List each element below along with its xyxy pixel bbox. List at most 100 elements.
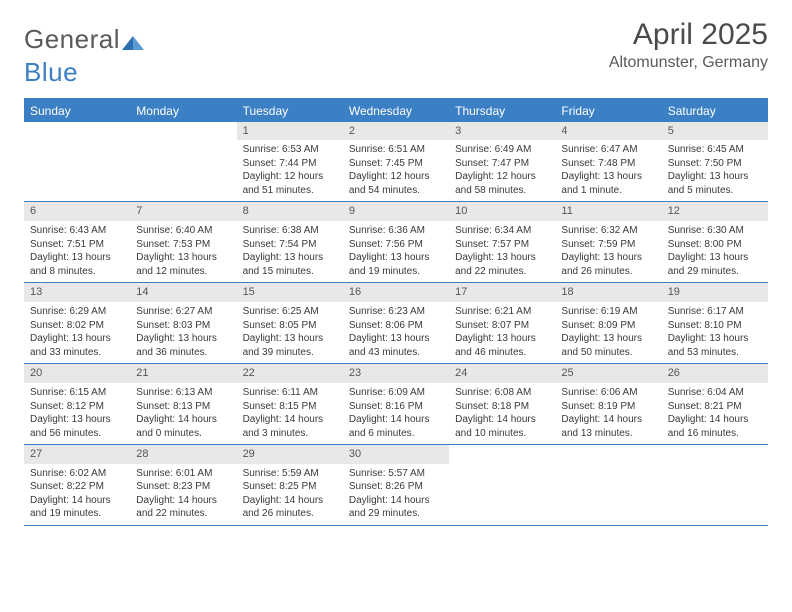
daylight-line: Daylight: 14 hours and 19 minutes. — [30, 494, 124, 521]
sunset-line: Sunset: 8:10 PM — [668, 319, 762, 333]
sunset-line: Sunset: 7:53 PM — [136, 238, 230, 252]
day-number: 19 — [662, 283, 768, 302]
day-details: Sunrise: 6:51 AMSunset: 7:45 PMDaylight:… — [343, 143, 449, 197]
header: GeneralBlue April 2025 Altomunster, Germ… — [24, 18, 768, 88]
day-cell: 8Sunrise: 6:38 AMSunset: 7:54 PMDaylight… — [237, 202, 343, 282]
day-details: Sunrise: 5:59 AMSunset: 8:25 PMDaylight:… — [237, 467, 343, 521]
day-details: Sunrise: 6:25 AMSunset: 8:05 PMDaylight:… — [237, 305, 343, 359]
week-row: 6Sunrise: 6:43 AMSunset: 7:51 PMDaylight… — [24, 202, 768, 283]
sunrise-line: Sunrise: 6:06 AM — [561, 386, 655, 400]
day-number: 27 — [24, 445, 130, 464]
daylight-line: Daylight: 12 hours and 51 minutes. — [243, 170, 337, 197]
week-row: 20Sunrise: 6:15 AMSunset: 8:12 PMDayligh… — [24, 364, 768, 445]
sunset-line: Sunset: 8:12 PM — [30, 400, 124, 414]
sunset-line: Sunset: 8:06 PM — [349, 319, 443, 333]
day-cell: 3 Sunrise: 6:49 AMSunset: 7:47 PMDaylight… — [449, 122, 555, 202]
sunrise-line: Sunrise: 6:27 AM — [136, 305, 230, 319]
day-cell: 13Sunrise: 6:29 AMSunset: 8:02 PMDayligh… — [24, 283, 130, 363]
weekday-header: Monday — [130, 100, 236, 122]
page-title: April 2025 — [609, 18, 768, 52]
daylight-line: Daylight: 13 hours and 53 minutes. — [668, 332, 762, 359]
sunset-line: Sunset: 7:48 PM — [561, 157, 655, 171]
sunset-line: Sunset: 8:02 PM — [30, 319, 124, 333]
sunrise-line: Sunrise: 6:17 AM — [668, 305, 762, 319]
sunrise-line: Sunrise: 6:49 AM — [455, 143, 549, 157]
day-cell: 1 Sunrise: 6:53 AMSunset: 7:44 PMDaylight… — [237, 122, 343, 202]
day-details: Sunrise: 6:47 AMSunset: 7:48 PMDaylight:… — [555, 143, 661, 197]
day-number: 1 — [237, 122, 343, 141]
sunrise-line: Sunrise: 6:34 AM — [455, 224, 549, 238]
sunset-line: Sunset: 8:00 PM — [668, 238, 762, 252]
sunset-line: Sunset: 7:44 PM — [243, 157, 337, 171]
brand-name-gray: General — [24, 24, 120, 54]
sunrise-line: Sunrise: 6:36 AM — [349, 224, 443, 238]
day-number: 26 — [662, 364, 768, 383]
day-details: Sunrise: 6:30 AMSunset: 8:00 PMDaylight:… — [662, 224, 768, 278]
daylight-line: Daylight: 13 hours and 39 minutes. — [243, 332, 337, 359]
daylight-line: Daylight: 13 hours and 33 minutes. — [30, 332, 124, 359]
sunset-line: Sunset: 7:47 PM — [455, 157, 549, 171]
sunset-line: Sunset: 8:13 PM — [136, 400, 230, 414]
day-number: 10 — [449, 202, 555, 221]
weekday-header: Saturday — [662, 100, 768, 122]
day-cell: 12Sunrise: 6:30 AMSunset: 8:00 PMDayligh… — [662, 202, 768, 282]
daylight-line: Daylight: 12 hours and 58 minutes. — [455, 170, 549, 197]
sunrise-line: Sunrise: 6:02 AM — [30, 467, 124, 481]
day-details: Sunrise: 6:29 AMSunset: 8:02 PMDaylight:… — [24, 305, 130, 359]
sunrise-line: Sunrise: 6:04 AM — [668, 386, 762, 400]
day-cell: 17Sunrise: 6:21 AMSunset: 8:07 PMDayligh… — [449, 283, 555, 363]
week-row: 13Sunrise: 6:29 AMSunset: 8:02 PMDayligh… — [24, 283, 768, 364]
daylight-line: Daylight: 13 hours and 12 minutes. — [136, 251, 230, 278]
location-label: Altomunster, Germany — [609, 54, 768, 72]
sunset-line: Sunset: 7:50 PM — [668, 157, 762, 171]
sunset-line: Sunset: 8:03 PM — [136, 319, 230, 333]
sunrise-line: Sunrise: 5:59 AM — [243, 467, 337, 481]
day-number: 6 — [24, 202, 130, 221]
day-cell: 5Sunrise: 6:45 AMSunset: 7:50 PMDaylight… — [662, 122, 768, 202]
sunrise-line: Sunrise: 6:45 AM — [668, 143, 762, 157]
day-details: Sunrise: 6:36 AMSunset: 7:56 PMDaylight:… — [343, 224, 449, 278]
day-number: 20 — [24, 364, 130, 383]
daylight-line: Daylight: 14 hours and 6 minutes. — [349, 413, 443, 440]
sunset-line: Sunset: 8:23 PM — [136, 480, 230, 494]
sunrise-line: Sunrise: 6:01 AM — [136, 467, 230, 481]
sunset-line: Sunset: 8:19 PM — [561, 400, 655, 414]
sunset-line: Sunset: 7:45 PM — [349, 157, 443, 171]
daylight-line: Daylight: 14 hours and 0 minutes. — [136, 413, 230, 440]
day-number: 29 — [237, 445, 343, 464]
sunrise-line: Sunrise: 6:09 AM — [349, 386, 443, 400]
sunset-line: Sunset: 8:05 PM — [243, 319, 337, 333]
day-cell: 19 Sunrise: 6:17 AMSunset: 8:10 PMDayligh… — [662, 283, 768, 363]
sunrise-line: Sunrise: 6:43 AM — [30, 224, 124, 238]
daylight-line: Daylight: 13 hours and 22 minutes. — [455, 251, 549, 278]
day-number: 28 — [130, 445, 236, 464]
day-number: 3 — [449, 122, 555, 141]
day-cell-empty — [555, 445, 661, 525]
sunrise-line: Sunrise: 6:38 AM — [243, 224, 337, 238]
day-number: 4 — [555, 122, 661, 141]
day-cell: 30Sunrise: 5:57 AMSunset: 8:26 PMDayligh… — [343, 445, 449, 525]
brand-name-blue: Blue — [24, 57, 78, 87]
sunset-line: Sunset: 8:26 PM — [349, 480, 443, 494]
daylight-line: Daylight: 13 hours and 19 minutes. — [349, 251, 443, 278]
sunset-line: Sunset: 7:57 PM — [455, 238, 549, 252]
day-details: Sunrise: 6:06 AMSunset: 8:19 PMDaylight:… — [555, 386, 661, 440]
sunrise-line: Sunrise: 5:57 AM — [349, 467, 443, 481]
day-number: 11 — [555, 202, 661, 221]
sunrise-line: Sunrise: 6:40 AM — [136, 224, 230, 238]
brand-logo: GeneralBlue — [24, 24, 144, 88]
day-cell: 6Sunrise: 6:43 AMSunset: 7:51 PMDaylight… — [24, 202, 130, 282]
day-cell: 29 Sunrise: 5:59 AMSunset: 8:25 PMDayligh… — [237, 445, 343, 525]
daylight-line: Daylight: 14 hours and 13 minutes. — [561, 413, 655, 440]
sunrise-line: Sunrise: 6:29 AM — [30, 305, 124, 319]
day-cell: 21Sunrise: 6:13 AMSunset: 8:13 PMDayligh… — [130, 364, 236, 444]
day-cell: 20Sunrise: 6:15 AMSunset: 8:12 PMDayligh… — [24, 364, 130, 444]
daylight-line: Daylight: 14 hours and 29 minutes. — [349, 494, 443, 521]
weekday-header-row: SundayMondayTuesdayWednesdayThursdayFrid… — [24, 100, 768, 122]
day-details: Sunrise: 6:13 AMSunset: 8:13 PMDaylight:… — [130, 386, 236, 440]
day-details: Sunrise: 6:32 AMSunset: 7:59 PMDaylight:… — [555, 224, 661, 278]
day-details: Sunrise: 6:38 AMSunset: 7:54 PMDaylight:… — [237, 224, 343, 278]
day-number: 23 — [343, 364, 449, 383]
daylight-line: Daylight: 13 hours and 56 minutes. — [30, 413, 124, 440]
sunrise-line: Sunrise: 6:53 AM — [243, 143, 337, 157]
